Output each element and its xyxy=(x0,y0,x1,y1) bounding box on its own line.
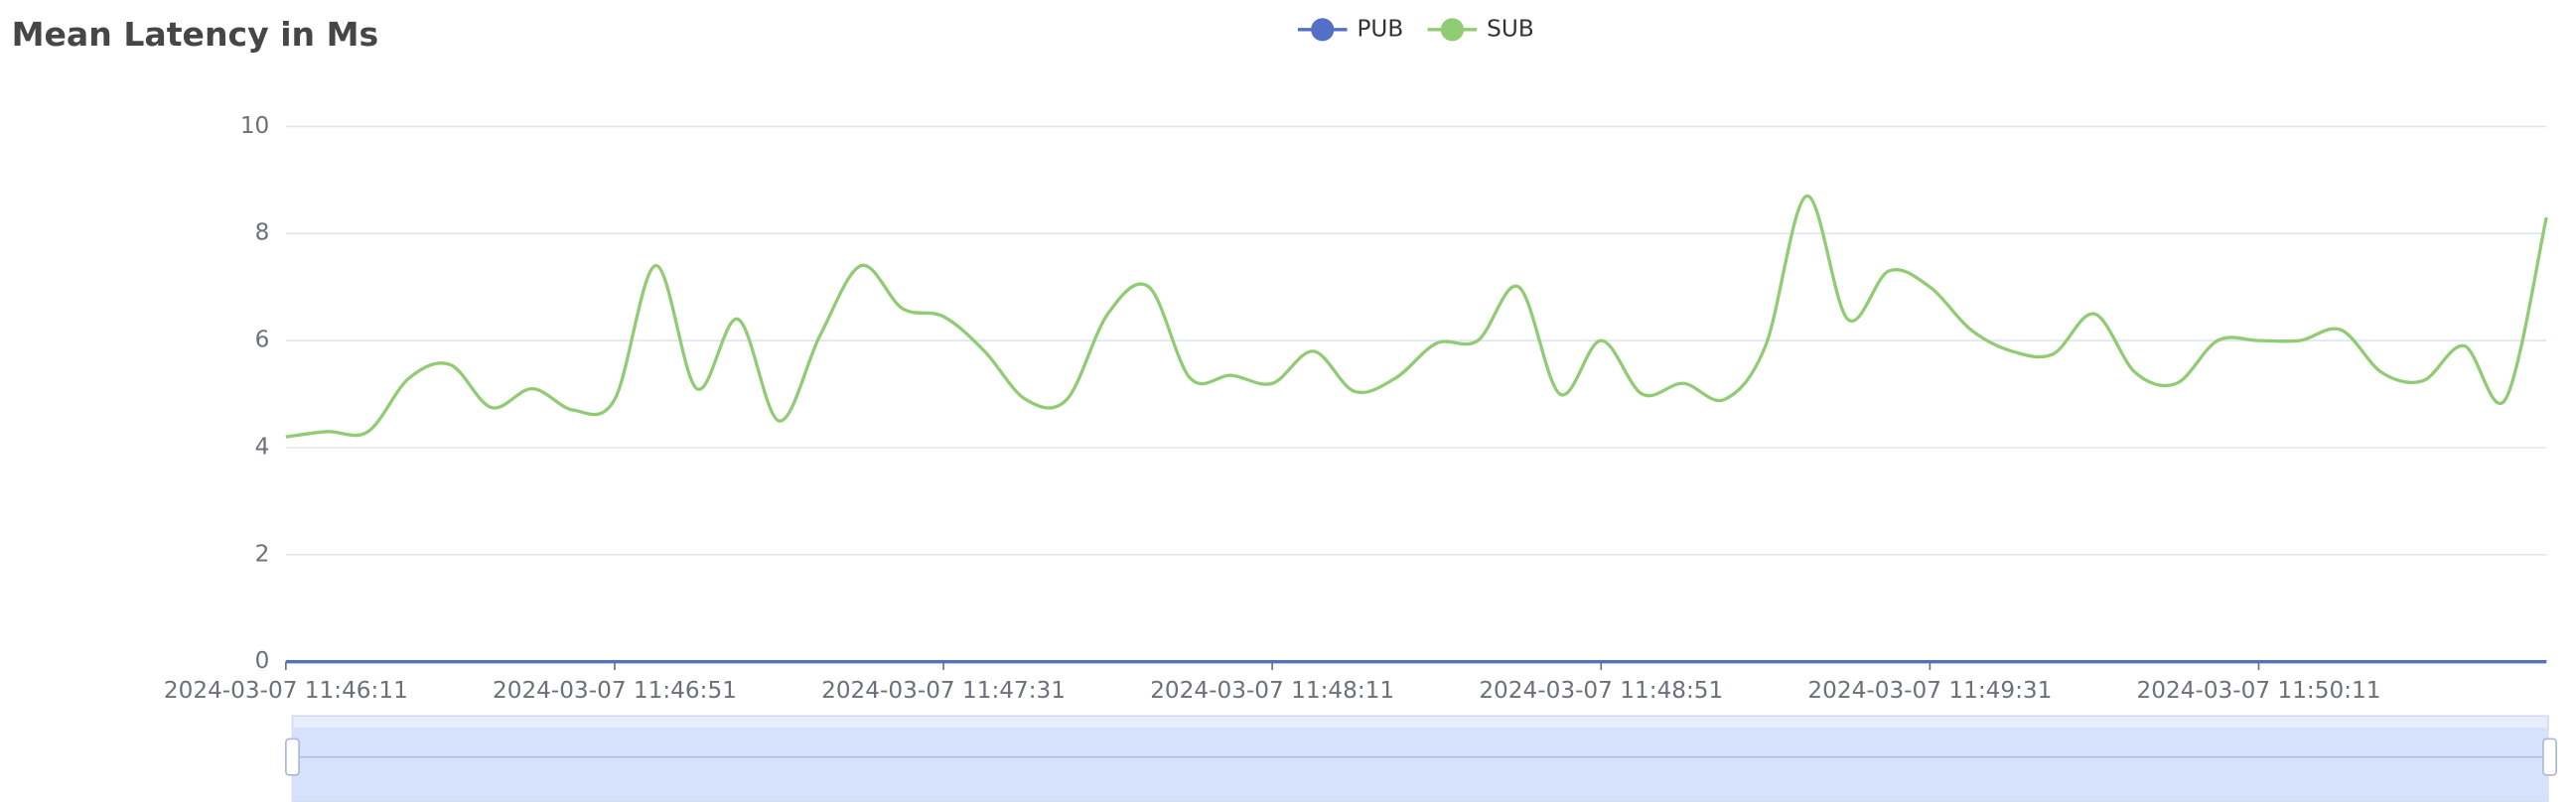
x-tick-label: 2024-03-07 11:48:11 xyxy=(1150,678,1394,704)
x-tick-label: 2024-03-07 11:48:51 xyxy=(1479,678,1723,704)
zoom-handle[interactable] xyxy=(2542,737,2557,776)
legend-label: SUB xyxy=(1487,16,1534,42)
y-tick-label: 2 xyxy=(255,541,270,567)
series-line xyxy=(285,194,2548,439)
y-tick-label: 10 xyxy=(240,113,269,139)
x-tick-label: 2024-03-07 11:46:51 xyxy=(493,678,737,704)
zoom-window xyxy=(292,727,2548,802)
x-tick-label: 2024-03-07 11:50:11 xyxy=(2137,678,2381,704)
y-tick-label: 6 xyxy=(255,328,270,353)
x-tick-label: 2024-03-07 11:47:31 xyxy=(821,678,1066,704)
data-zoom[interactable] xyxy=(285,715,2557,802)
y-tick-label: 0 xyxy=(255,648,270,674)
legend-marker xyxy=(1311,18,1335,42)
legend-marker xyxy=(1440,18,1465,42)
y-tick-label: 8 xyxy=(255,220,270,246)
zoom-handle[interactable] xyxy=(285,737,300,776)
legend-label: PUB xyxy=(1357,16,1403,42)
chart-title: Mean Latency in Ms xyxy=(12,15,379,54)
y-tick-label: 4 xyxy=(255,434,270,460)
x-tick-label: 2024-03-07 11:46:11 xyxy=(164,678,408,704)
x-tick-label: 2024-03-07 11:49:31 xyxy=(1807,678,2052,704)
